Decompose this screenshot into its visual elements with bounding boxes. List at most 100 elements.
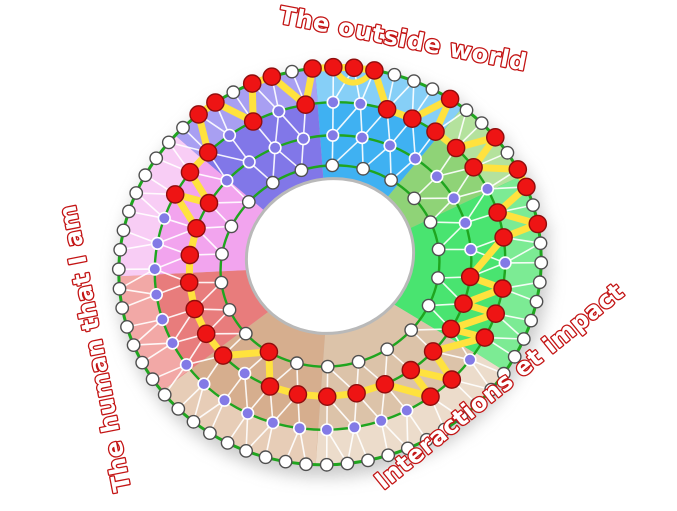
node-r2-24[interactable]	[187, 218, 206, 238]
node-r1-10[interactable]	[498, 256, 512, 270]
node-r2-29[interactable]	[296, 132, 311, 146]
node-r1-23[interactable]	[241, 406, 255, 420]
node-r0-25[interactable]	[454, 410, 469, 425]
node-r1-34[interactable]	[180, 162, 200, 182]
node-r0-58[interactable]	[206, 93, 225, 112]
node-r0-31[interactable]	[340, 456, 355, 471]
node-r0-18[interactable]	[529, 294, 544, 309]
node-r2-5[interactable]	[447, 191, 461, 205]
node-r2-15[interactable]	[317, 387, 337, 407]
node-r2-18[interactable]	[238, 366, 252, 381]
node-r1-30[interactable]	[148, 262, 162, 276]
node-r0-27[interactable]	[419, 432, 434, 447]
node-r1-12[interactable]	[486, 304, 506, 324]
node-r1-15[interactable]	[442, 370, 462, 389]
node-r0-35[interactable]	[258, 450, 273, 465]
node-r0-56[interactable]	[176, 120, 190, 135]
node-r0-54[interactable]	[149, 151, 164, 166]
node-r0-13[interactable]	[526, 198, 540, 213]
node-r3-19[interactable]	[241, 194, 256, 209]
node-r3-0[interactable]	[325, 158, 340, 173]
node-r2-4[interactable]	[430, 169, 444, 183]
node-r0-37[interactable]	[220, 435, 235, 450]
node-r2-3[interactable]	[408, 152, 422, 166]
node-r3-17[interactable]	[215, 247, 229, 261]
node-r3-3[interactable]	[407, 191, 422, 206]
node-r0-11[interactable]	[508, 160, 528, 179]
node-r3-11[interactable]	[320, 359, 335, 374]
node-r2-21[interactable]	[185, 299, 204, 319]
node-r0-26[interactable]	[437, 422, 452, 437]
node-r2-16[interactable]	[288, 385, 308, 404]
node-r1-20[interactable]	[320, 423, 334, 437]
node-r1-19[interactable]	[347, 420, 362, 434]
node-r2-11[interactable]	[423, 342, 443, 361]
node-r1-1[interactable]	[353, 97, 368, 111]
node-r2-13[interactable]	[375, 374, 395, 394]
node-r0-29[interactable]	[381, 448, 396, 463]
node-r1-16[interactable]	[421, 387, 440, 407]
node-r0-33[interactable]	[299, 457, 313, 472]
node-r2-0[interactable]	[326, 128, 340, 142]
node-r0-15[interactable]	[533, 236, 548, 251]
node-r0-5[interactable]	[425, 82, 440, 97]
node-r1-3[interactable]	[402, 109, 422, 128]
node-r2-22[interactable]	[179, 273, 199, 292]
node-r3-12[interactable]	[289, 356, 304, 371]
node-r0-23[interactable]	[484, 382, 499, 397]
node-r0-43[interactable]	[135, 355, 150, 370]
node-r3-14[interactable]	[238, 326, 253, 341]
node-r0-53[interactable]	[138, 168, 153, 183]
node-r1-14[interactable]	[463, 353, 477, 367]
node-r3-5[interactable]	[431, 242, 446, 257]
node-r1-5[interactable]	[446, 138, 466, 158]
node-r1-35[interactable]	[198, 143, 218, 162]
node-r2-8[interactable]	[460, 267, 480, 287]
node-r0-50[interactable]	[116, 223, 131, 238]
node-r1-26[interactable]	[179, 358, 193, 372]
node-r2-19[interactable]	[213, 346, 233, 365]
node-r2-23[interactable]	[180, 245, 200, 265]
node-r1-7[interactable]	[480, 182, 495, 196]
node-r1-29[interactable]	[149, 288, 163, 302]
node-r0-52[interactable]	[129, 186, 144, 200]
node-r2-12[interactable]	[401, 360, 421, 380]
node-r2-25[interactable]	[199, 193, 219, 213]
node-r0-14[interactable]	[528, 214, 548, 234]
node-r0-12[interactable]	[517, 177, 536, 197]
node-r2-7[interactable]	[464, 242, 478, 257]
node-r0-42[interactable]	[145, 372, 160, 387]
node-r0-32[interactable]	[319, 457, 334, 472]
node-r1-38[interactable]	[272, 104, 286, 118]
node-r1-11[interactable]	[493, 279, 512, 298]
node-r3-13[interactable]	[259, 342, 279, 362]
node-r1-25[interactable]	[197, 377, 211, 391]
node-r1-33[interactable]	[165, 185, 185, 204]
node-r3-4[interactable]	[423, 215, 438, 230]
node-r0-16[interactable]	[534, 255, 549, 270]
node-r1-6[interactable]	[464, 157, 483, 177]
node-r3-9[interactable]	[380, 342, 395, 357]
node-r1-32[interactable]	[157, 211, 171, 225]
node-r1-24[interactable]	[217, 393, 232, 407]
node-r0-34[interactable]	[278, 454, 293, 469]
node-r0-9[interactable]	[485, 127, 505, 147]
node-r0-8[interactable]	[474, 116, 489, 131]
node-r0-0[interactable]	[323, 57, 343, 77]
node-r0-55[interactable]	[161, 135, 176, 150]
node-r0-61[interactable]	[262, 67, 282, 86]
node-r1-8[interactable]	[488, 203, 507, 222]
node-r0-6[interactable]	[440, 89, 460, 109]
node-r0-39[interactable]	[186, 414, 201, 429]
node-r2-28[interactable]	[268, 141, 282, 155]
node-r0-59[interactable]	[226, 85, 241, 100]
node-r0-63[interactable]	[303, 59, 322, 78]
node-r1-22[interactable]	[266, 416, 280, 430]
node-r0-24[interactable]	[470, 397, 484, 412]
node-r2-9[interactable]	[454, 294, 473, 314]
node-r2-27[interactable]	[242, 155, 256, 169]
node-r3-21[interactable]	[294, 163, 309, 178]
node-r0-17[interactable]	[532, 275, 547, 290]
node-r3-15[interactable]	[222, 302, 237, 317]
node-r1-37[interactable]	[243, 112, 263, 131]
